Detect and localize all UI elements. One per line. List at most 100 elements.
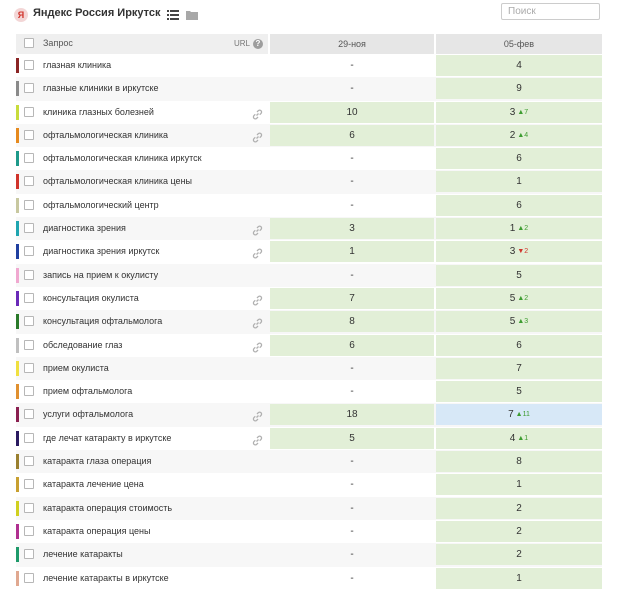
query-text[interactable]: клиника глазных болезней xyxy=(43,106,154,117)
position-cell-date-1: - xyxy=(270,78,434,99)
position-cell-date-1: 3 xyxy=(270,218,434,240)
query-text[interactable]: где лечат катаракту в иркутске xyxy=(43,432,172,443)
query-text[interactable]: запись на прием к окулисту xyxy=(43,269,159,280)
row-checkbox[interactable] xyxy=(24,199,34,210)
query-text[interactable]: офтальмологическая клиника цены xyxy=(43,176,193,187)
link-icon[interactable] xyxy=(252,223,263,236)
row-checkbox[interactable] xyxy=(24,60,34,70)
table-row: прием офтальмолога - 5 xyxy=(16,380,602,403)
table-row: консультация офтальмолога 8 5 ▲3 xyxy=(16,310,602,334)
query-text[interactable]: офтальмологическая клиника иркутск xyxy=(43,153,202,164)
row-checkbox[interactable] xyxy=(24,223,34,234)
keyword-color-marker xyxy=(16,104,19,120)
query-text[interactable]: офтальмологический центр xyxy=(43,199,159,210)
table-row: катаракта глаза операция - 8 xyxy=(16,450,602,474)
keyword-color-marker xyxy=(16,407,19,423)
link-icon[interactable] xyxy=(252,130,263,143)
change-arrow-icon: ▼ xyxy=(517,248,525,256)
position-cell-date-1: - xyxy=(270,521,434,542)
link-icon[interactable] xyxy=(252,107,263,120)
list-view-icon[interactable] xyxy=(167,9,179,20)
row-checkbox[interactable] xyxy=(24,362,34,373)
keyword-color-marker xyxy=(16,174,19,190)
link-icon[interactable] xyxy=(252,246,263,259)
position-cell-date-2: 5 ▲3 xyxy=(436,311,602,333)
row-checkbox[interactable] xyxy=(24,572,34,583)
row-checkbox[interactable] xyxy=(24,176,34,187)
link-icon[interactable] xyxy=(252,433,263,446)
row-checkbox[interactable] xyxy=(24,106,34,117)
link-icon[interactable] xyxy=(252,316,263,329)
link-icon[interactable] xyxy=(252,409,263,422)
row-checkbox[interactable] xyxy=(24,549,34,560)
position-value: - xyxy=(350,572,354,584)
position-value: 1 xyxy=(516,479,522,491)
row-checkbox[interactable] xyxy=(24,269,34,280)
query-text[interactable]: глазные клиники в иркутске xyxy=(43,83,159,94)
position-value: 3 xyxy=(349,223,355,235)
row-checkbox[interactable] xyxy=(24,502,34,513)
query-text[interactable]: услуги офтальмолога xyxy=(43,409,134,420)
row-checkbox[interactable] xyxy=(24,153,34,164)
row-checkbox[interactable] xyxy=(24,479,34,490)
query-text[interactable]: офтальмологическая клиника xyxy=(43,129,169,140)
row-checkbox[interactable] xyxy=(24,432,34,443)
keyword-color-marker xyxy=(16,58,19,73)
row-checkbox[interactable] xyxy=(24,525,34,536)
row-checkbox[interactable] xyxy=(24,292,34,303)
position-cell-date-2: 5 ▲2 xyxy=(436,287,602,309)
change-value: 2 xyxy=(524,248,529,256)
row-checkbox[interactable] xyxy=(24,386,34,397)
position-value: - xyxy=(350,549,354,561)
table-row: офтальмологическая клиника 6 2 ▲4 xyxy=(16,123,602,148)
query-text[interactable]: обследование глаз xyxy=(43,339,123,350)
position-cell-date-1: 7 xyxy=(270,287,434,309)
position-value: - xyxy=(350,502,354,514)
link-icon[interactable] xyxy=(252,340,263,353)
position-value: 8 xyxy=(349,316,355,328)
query-text[interactable]: диагностика зрения xyxy=(43,223,126,234)
query-text[interactable]: катаракта лечение цена xyxy=(43,479,144,490)
column-query-label[interactable]: Запрос xyxy=(43,38,73,48)
change-arrow-icon: ▲ xyxy=(517,131,525,139)
query-text[interactable]: прием офтальмолога xyxy=(43,386,133,397)
query-text[interactable]: лечение катаракты xyxy=(43,549,123,560)
help-icon[interactable]: ? xyxy=(253,39,263,49)
row-checkbox[interactable] xyxy=(24,246,34,257)
change-value: 2 xyxy=(524,225,529,233)
query-text[interactable]: лечение катаракты в иркутске xyxy=(43,572,169,583)
position-cell-date-1: - xyxy=(270,544,434,565)
query-text[interactable]: глазная клиника xyxy=(43,60,112,70)
row-checkbox[interactable] xyxy=(24,409,34,420)
position-cell-date-1: - xyxy=(270,195,434,216)
query-text[interactable]: катаракта операция цены xyxy=(43,525,151,536)
position-value: 6 xyxy=(516,339,522,351)
column-date-1[interactable]: 29-ноя xyxy=(270,34,434,54)
table-row: катаракта операция стоимость - 2 xyxy=(16,496,602,520)
query-text[interactable]: консультация офтальмолога xyxy=(43,316,163,327)
column-url-label[interactable]: URL xyxy=(234,39,251,48)
position-cell-date-1: - xyxy=(270,55,434,76)
column-date-2[interactable]: 05-фев xyxy=(436,34,602,54)
search-input[interactable] xyxy=(501,3,600,20)
row-checkbox[interactable] xyxy=(24,456,34,467)
query-text[interactable]: диагностика зрения иркутск xyxy=(43,246,160,257)
row-checkbox[interactable] xyxy=(24,83,34,94)
table-row: глазные клиники в иркутске - 9 xyxy=(16,77,602,101)
header-query-cell: Запрос URL ? xyxy=(16,34,268,54)
table-header: Запрос URL ? 29-ноя 05-фев xyxy=(16,34,602,54)
row-checkbox[interactable] xyxy=(24,129,34,140)
select-all-checkbox[interactable] xyxy=(24,38,34,48)
position-value: 9 xyxy=(516,83,522,95)
row-checkbox[interactable] xyxy=(24,339,34,350)
position-change-up: ▲2 xyxy=(517,225,528,232)
query-text[interactable]: консультация окулиста xyxy=(43,292,139,303)
keyword-color-marker xyxy=(16,454,19,470)
row-checkbox[interactable] xyxy=(24,316,34,327)
query-text[interactable]: катаракта операция стоимость xyxy=(43,502,173,513)
position-value: 10 xyxy=(346,106,358,118)
query-text[interactable]: прием окулиста xyxy=(43,362,109,373)
link-icon[interactable] xyxy=(252,293,263,306)
folder-icon[interactable] xyxy=(186,10,198,20)
query-text[interactable]: катаракта глаза операция xyxy=(43,456,152,467)
